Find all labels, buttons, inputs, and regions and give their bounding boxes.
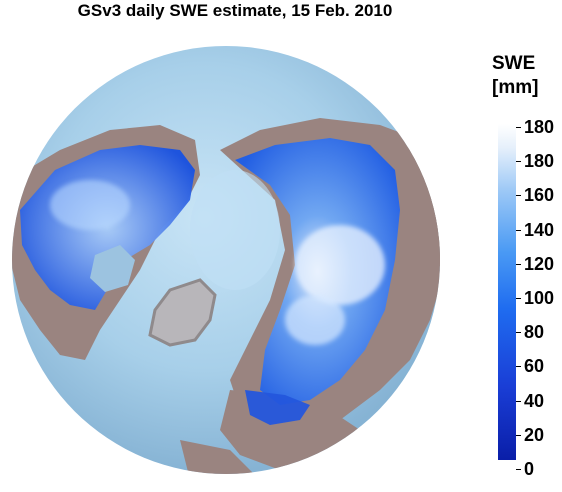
colorbar-tick-mark — [516, 298, 521, 299]
land-africa-edge — [180, 440, 260, 474]
colorbar-tick-mark — [516, 127, 521, 128]
colorbar-title-line2: [mm] — [492, 77, 539, 98]
colorbar-tick-mark — [516, 366, 521, 368]
colorbar-tick-mark — [516, 229, 521, 231]
colorbar-tick-label: 0 — [524, 459, 535, 479]
colorbar-tick-mark — [516, 469, 521, 470]
colorbar-tick-label: 180 — [524, 151, 555, 172]
colorbar-tick-label: 180 — [524, 117, 555, 137]
colorbar-tick-mark — [516, 195, 521, 197]
colorbar-tick-label: 140 — [524, 219, 555, 240]
greenland-ice — [148, 278, 217, 347]
colorbar-tick-label: 80 — [524, 322, 545, 343]
snow-patch-siberia-high — [295, 225, 385, 305]
snow-europe — [245, 390, 310, 425]
colorbar-title: SWE [mm] — [492, 52, 562, 100]
colorbar-tick-mark — [516, 400, 521, 402]
colorbar — [498, 124, 516, 460]
colorbar-title-line1: SWE — [492, 53, 536, 74]
colorbar-tick-mark — [516, 263, 521, 265]
colorbar-tick-label: 60 — [524, 356, 545, 377]
snow-patch-russia — [285, 295, 345, 345]
colorbar-tick-label: 100 — [524, 288, 555, 308]
colorbar-tick-label: 160 — [524, 185, 555, 206]
colorbar-tick-mark — [516, 434, 521, 436]
colorbar-tick-label: 40 — [524, 390, 545, 411]
colorbar-tick-mark — [516, 332, 521, 334]
colorbar-tick-label: 120 — [524, 253, 555, 274]
colorbar-tick-mark — [516, 161, 521, 163]
snow-patch-na-high — [50, 180, 130, 230]
colorbar-tick-label: 20 — [524, 424, 545, 445]
arctic-sea — [190, 170, 280, 290]
hudson-bay — [90, 245, 135, 292]
map-title: GSv3 daily SWE estimate, 15 Feb. 2010 — [77, 1, 393, 20]
